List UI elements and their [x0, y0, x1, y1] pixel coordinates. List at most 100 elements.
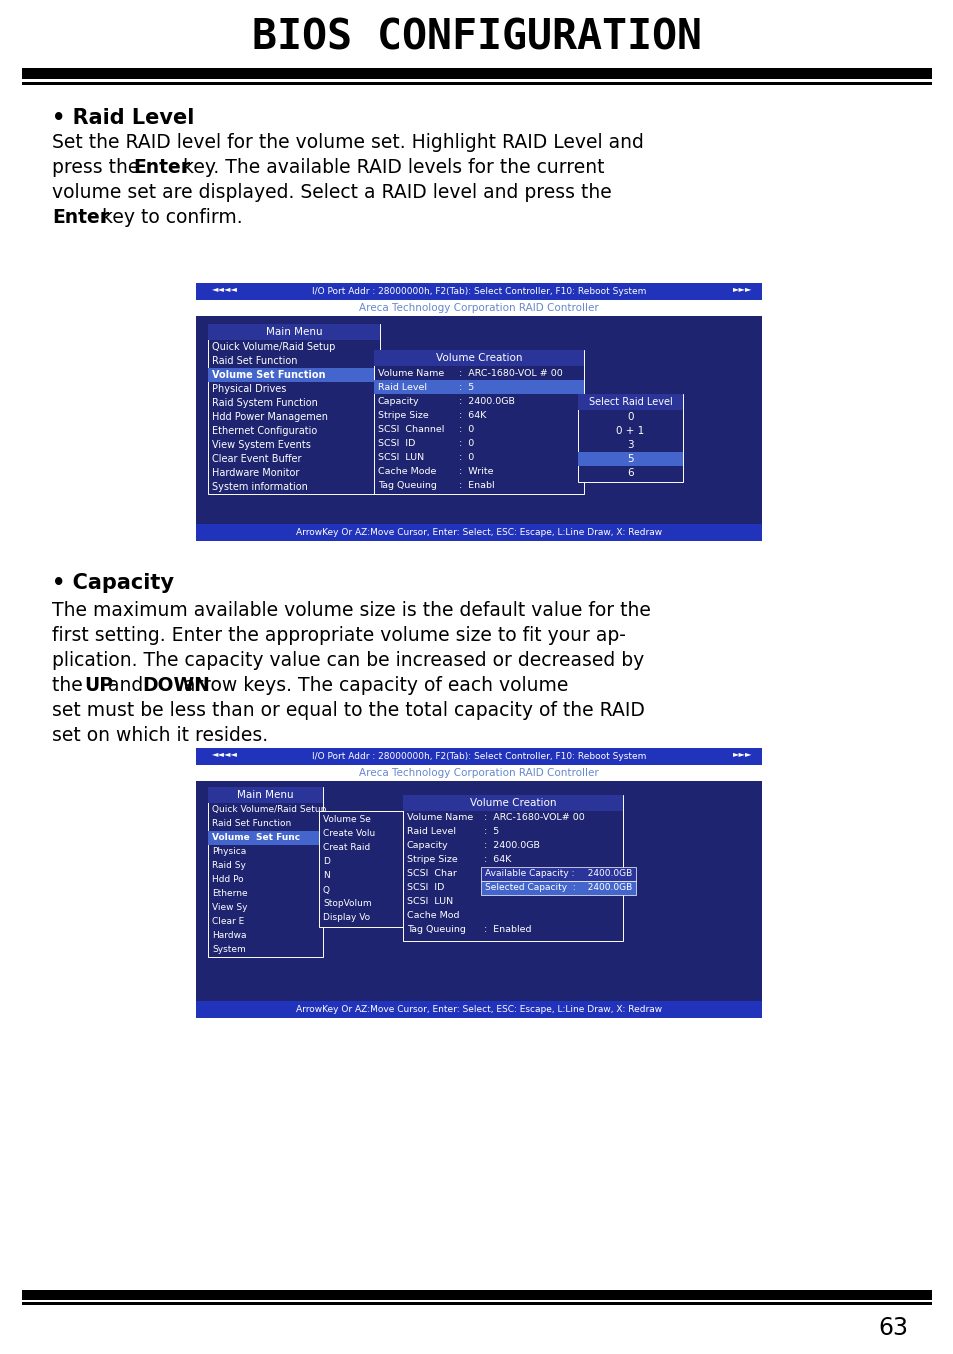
Text: plication. The capacity value can be increased or decreased by: plication. The capacity value can be inc… — [52, 651, 643, 670]
Bar — [208, 787, 323, 957]
Text: key. The available RAID levels for the current: key. The available RAID levels for the c… — [176, 158, 604, 177]
Text: :  Enabled: : Enabled — [480, 926, 531, 934]
Text: ArrowKey Or AZ:Move Cursor, Enter: Select, ESC: Escape, L:Line Draw, X: Redraw: ArrowKey Or AZ:Move Cursor, Enter: Selec… — [295, 1005, 661, 1014]
Text: volume set are displayed. Select a RAID level and press the: volume set are displayed. Select a RAID … — [52, 183, 611, 202]
Text: ►►►: ►►► — [732, 284, 751, 292]
Text: Hardwa: Hardwa — [212, 932, 246, 941]
Text: arrow keys. The capacity of each volume: arrow keys. The capacity of each volume — [177, 676, 567, 695]
Text: I/O Port Addr : 28000000h, F2(Tab): Select Controller, F10: Reboot System: I/O Port Addr : 28000000h, F2(Tab): Sele… — [312, 287, 645, 297]
Text: Stripe Size: Stripe Size — [407, 856, 457, 864]
Text: 5: 5 — [626, 454, 633, 464]
Text: ◄◄◄◄: ◄◄◄◄ — [212, 284, 237, 292]
Text: press the: press the — [52, 158, 145, 177]
Text: Set the RAID level for the volume set. Highlight RAID Level and: Set the RAID level for the volume set. H… — [52, 133, 643, 152]
Text: :  2400.0GB: : 2400.0GB — [480, 841, 539, 850]
Bar — [22, 1290, 931, 1300]
Bar — [480, 881, 636, 895]
Bar — [402, 795, 622, 941]
Bar — [374, 380, 583, 394]
Text: Volume Name: Volume Name — [377, 368, 444, 378]
Text: SCSI  Channel: SCSI Channel — [377, 425, 444, 433]
Text: 0: 0 — [626, 412, 633, 422]
Bar — [22, 1303, 931, 1305]
Bar — [578, 452, 682, 466]
Text: UP: UP — [84, 676, 113, 695]
Text: Raid Level: Raid Level — [407, 827, 456, 837]
Text: :  ARC-1680-VOL# 00: : ARC-1680-VOL# 00 — [480, 814, 584, 822]
Text: Enter: Enter — [52, 209, 109, 227]
Text: Hardware Monitor: Hardware Monitor — [212, 468, 299, 478]
Text: 63: 63 — [877, 1316, 907, 1340]
Text: SCSI  LUN: SCSI LUN — [407, 898, 453, 906]
Text: :  0: : 0 — [456, 425, 474, 433]
Text: Hdd Power Managemen: Hdd Power Managemen — [212, 412, 328, 422]
Bar — [208, 324, 379, 340]
Bar — [195, 315, 761, 524]
Text: Volume Name: Volume Name — [407, 814, 473, 822]
Bar — [374, 349, 583, 366]
Text: Quick Volume/Raid Setup: Quick Volume/Raid Setup — [212, 806, 326, 815]
Text: 3: 3 — [626, 440, 633, 450]
Text: Volume Set Function: Volume Set Function — [212, 370, 325, 380]
Bar — [22, 83, 931, 85]
Bar — [374, 349, 583, 494]
Text: The maximum available volume size is the default value for the: The maximum available volume size is the… — [52, 601, 650, 620]
Text: 6: 6 — [626, 468, 633, 478]
Bar — [195, 301, 761, 315]
Bar — [208, 787, 323, 803]
Text: SCSI  ID: SCSI ID — [407, 884, 444, 892]
Text: Cache Mod: Cache Mod — [407, 911, 459, 921]
Text: SCSI  ID: SCSI ID — [377, 439, 415, 448]
Text: Enter: Enter — [132, 158, 190, 177]
Text: Tag Queuing: Tag Queuing — [407, 926, 465, 934]
Bar — [578, 394, 682, 482]
Text: Capacity: Capacity — [407, 841, 448, 850]
Text: N: N — [323, 872, 330, 880]
Bar — [578, 394, 682, 410]
Text: StopVolum: StopVolum — [323, 899, 372, 909]
Text: Clear Event Buffer: Clear Event Buffer — [212, 454, 301, 464]
Bar — [195, 524, 761, 542]
Text: Raid System Function: Raid System Function — [212, 398, 317, 408]
Text: set must be less than or equal to the total capacity of the RAID: set must be less than or equal to the to… — [52, 701, 644, 720]
Bar — [208, 324, 379, 494]
Bar — [208, 831, 323, 845]
Text: Select Raid Level: Select Raid Level — [588, 397, 672, 408]
Bar — [195, 283, 761, 301]
Text: Tag Queuing: Tag Queuing — [377, 481, 436, 490]
Text: Ethernet Configuratio: Ethernet Configuratio — [212, 427, 317, 436]
Text: Raid Sy: Raid Sy — [212, 861, 246, 871]
Text: Raid Level: Raid Level — [377, 382, 427, 391]
Text: :  64K: : 64K — [480, 856, 511, 864]
Text: Volume Creation: Volume Creation — [436, 353, 521, 363]
Bar — [195, 1001, 761, 1018]
Text: System information: System information — [212, 482, 308, 492]
Text: Cache Mode: Cache Mode — [377, 467, 436, 475]
Text: Main Menu: Main Menu — [237, 789, 294, 800]
Bar — [195, 747, 761, 765]
Text: SCSI  LUN: SCSI LUN — [377, 452, 424, 462]
Bar — [195, 765, 761, 781]
Text: • Raid Level: • Raid Level — [52, 108, 194, 129]
Text: :  ARC-1680-VOL # 00: : ARC-1680-VOL # 00 — [456, 368, 562, 378]
Text: 2400.0GB: 2400.0GB — [581, 869, 631, 879]
Text: :  5: : 5 — [456, 382, 474, 391]
Text: :  2400.0GB: : 2400.0GB — [456, 397, 515, 405]
Text: SCSI  Char: SCSI Char — [407, 869, 456, 879]
Text: Raid Set Function: Raid Set Function — [212, 819, 291, 829]
Text: Raid Set Function: Raid Set Function — [212, 356, 297, 366]
Text: Volume Creation: Volume Creation — [469, 798, 556, 808]
Text: Creat Raid: Creat Raid — [323, 844, 370, 853]
Bar — [208, 368, 379, 382]
Text: BIOS CONFIGURATION: BIOS CONFIGURATION — [252, 16, 701, 58]
Text: Available Capacity :: Available Capacity : — [484, 869, 574, 879]
Bar — [22, 68, 931, 79]
Text: Volume Se: Volume Se — [323, 815, 371, 825]
Text: System: System — [212, 945, 246, 955]
Text: :  Write: : Write — [456, 467, 493, 475]
Text: Etherne: Etherne — [212, 890, 248, 899]
Text: :  0: : 0 — [456, 439, 474, 448]
Text: Clear E: Clear E — [212, 918, 244, 926]
Bar — [402, 795, 622, 811]
Text: ArrowKey Or AZ:Move Cursor, Enter: Select, ESC: Escape, L:Line Draw, X: Redraw: ArrowKey Or AZ:Move Cursor, Enter: Selec… — [295, 528, 661, 538]
